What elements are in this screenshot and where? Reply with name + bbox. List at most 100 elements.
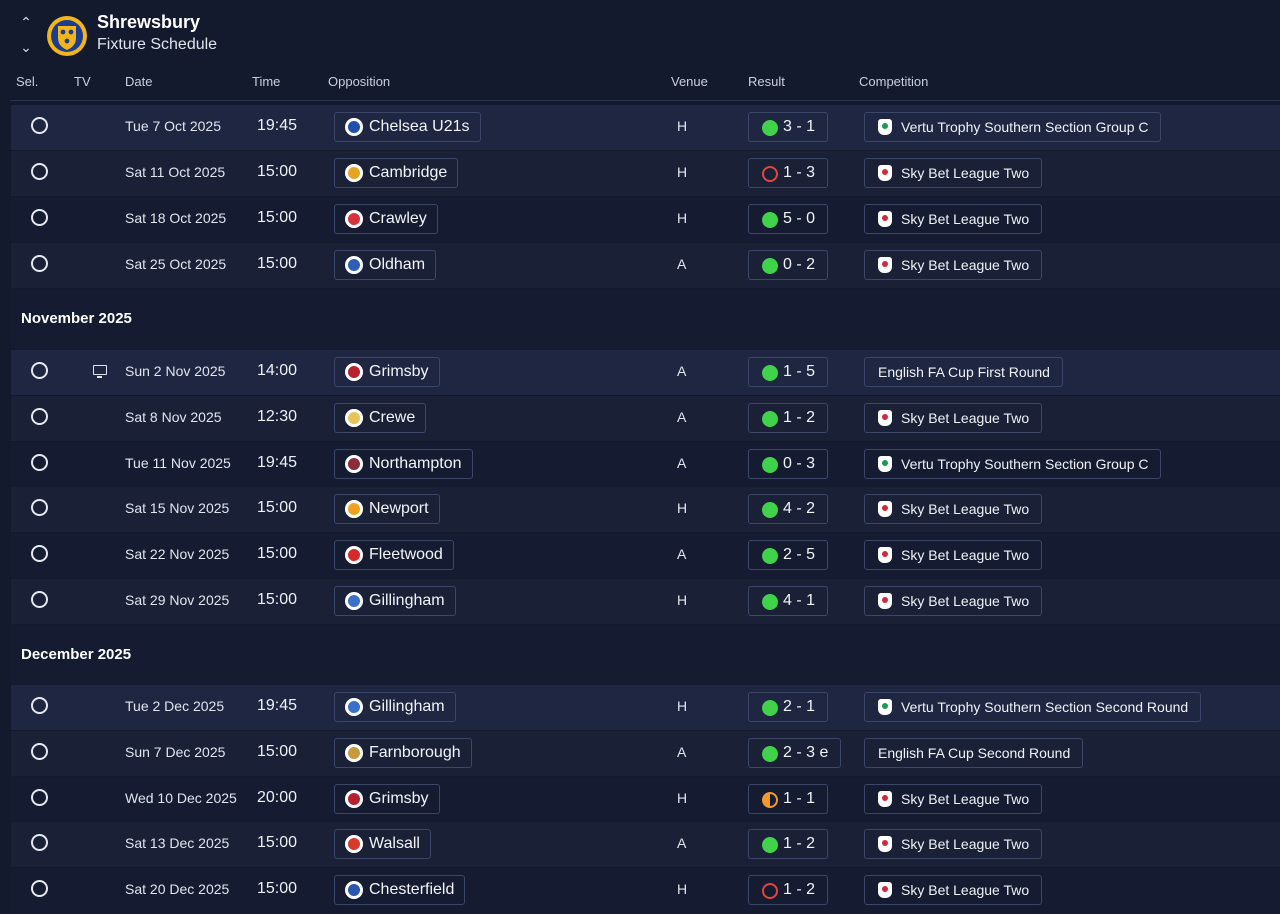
select-radio[interactable]	[31, 743, 48, 760]
competition-button[interactable]: Sky Bet League Two	[864, 586, 1043, 616]
opposition-button[interactable]: Fleetwood	[334, 540, 454, 570]
result-button[interactable]: 2 - 1	[748, 692, 829, 722]
competition-logo-icon	[878, 119, 892, 135]
opposition-button[interactable]: Chesterfield	[334, 875, 466, 905]
competition-button[interactable]: English FA Cup First Round	[864, 357, 1063, 387]
select-radio[interactable]	[31, 591, 48, 608]
table-row[interactable]: Sat 25 Oct 2025 15:00 Oldham A 0 - 2 Sky Bet …	[11, 243, 1280, 288]
select-radio[interactable]	[31, 697, 48, 714]
col-time[interactable]: Time	[252, 74, 281, 89]
opposition-button[interactable]: Gillingham	[334, 692, 456, 722]
select-radio[interactable]	[31, 209, 48, 226]
col-sel[interactable]: Sel.	[16, 74, 39, 89]
select-radio[interactable]	[31, 163, 48, 180]
result-button[interactable]: 1 - 2	[748, 875, 829, 905]
col-result[interactable]: Result	[748, 74, 785, 89]
opposition-button[interactable]: Northampton	[334, 449, 473, 479]
table-row[interactable]: Sun 2 Nov 2025 14:00 Grimsby A 1 - 5 English …	[11, 350, 1280, 395]
select-radio[interactable]	[31, 362, 48, 379]
chevron-up-icon[interactable]: ⌃	[20, 14, 32, 30]
opposition-button[interactable]: Crawley	[334, 204, 438, 234]
competition-button[interactable]: Sky Bet League Two	[864, 403, 1043, 433]
result-button[interactable]: 4 - 2	[748, 494, 829, 524]
select-radio[interactable]	[31, 454, 48, 471]
opposition-button[interactable]: Newport	[334, 494, 440, 524]
opposition-button[interactable]: Grimsby	[334, 357, 440, 387]
select-radio[interactable]	[31, 408, 48, 425]
competition-button[interactable]: Vertu Trophy Southern Section Group C	[864, 112, 1162, 142]
competition-button[interactable]: Sky Bet League Two	[864, 494, 1043, 524]
result-button[interactable]: 1 - 2	[748, 403, 829, 433]
competition-button[interactable]: English FA Cup Second Round	[864, 738, 1084, 768]
match-date: Sat 29 Nov 2025	[125, 592, 230, 608]
result-score: 1 - 2	[783, 835, 816, 852]
table-row[interactable]: Tue 2 Dec 2025 19:45 Gillingham H 2 - 1 Vertu…	[11, 685, 1280, 730]
opposition-name: Gillingham	[369, 698, 445, 715]
opposition-button[interactable]: Grimsby	[334, 784, 440, 814]
table-row[interactable]: Wed 10 Dec 2025 20:00 Grimsby H 1 - 1 Sky Bet…	[11, 777, 1280, 822]
opposition-name: Fleetwood	[369, 546, 443, 563]
select-radio[interactable]	[31, 880, 48, 897]
result-button[interactable]: 0 - 3	[748, 449, 829, 479]
result-button[interactable]: 0 - 2	[748, 250, 829, 280]
competition-button[interactable]: Sky Bet League Two	[864, 784, 1043, 814]
col-opposition[interactable]: Opposition	[328, 74, 391, 89]
result-button[interactable]: 1 - 2	[748, 829, 829, 859]
competition-button[interactable]: Vertu Trophy Southern Section Group C	[864, 449, 1162, 479]
result-button[interactable]: 5 - 0	[748, 204, 829, 234]
result-button[interactable]: 4 - 1	[748, 586, 829, 616]
select-radio[interactable]	[31, 117, 48, 134]
result-button[interactable]: 3 - 1	[748, 112, 829, 142]
match-date: Tue 2 Dec 2025	[125, 698, 225, 714]
result-button[interactable]: 1 - 3	[748, 158, 829, 188]
select-radio[interactable]	[31, 255, 48, 272]
result-score: 1 - 1	[783, 790, 816, 807]
competition-button[interactable]: Sky Bet League Two	[864, 829, 1043, 859]
opposition-button[interactable]: Chelsea U21s	[334, 112, 481, 142]
competition-name: Vertu Trophy Southern Section Group C	[901, 456, 1149, 472]
col-tv[interactable]: TV	[74, 74, 91, 89]
col-date[interactable]: Date	[125, 74, 153, 89]
result-button[interactable]: 2 - 3 e	[748, 738, 842, 768]
competition-button[interactable]: Sky Bet League Two	[864, 540, 1043, 570]
table-row[interactable]: Sat 22 Nov 2025 15:00 Fleetwood A 2 - 5 Sky B…	[11, 533, 1280, 578]
venue: H	[677, 881, 688, 897]
opposition-name: Crawley	[369, 210, 427, 227]
opposition-button[interactable]: Gillingham	[334, 586, 456, 616]
table-row[interactable]: Sat 29 Nov 2025 15:00 Gillingham H 4 - 1 Sky …	[11, 579, 1280, 624]
result-button[interactable]: 1 - 1	[748, 784, 829, 814]
competition-logo-icon	[878, 699, 892, 715]
competition-button[interactable]: Sky Bet League Two	[864, 875, 1043, 905]
result-button[interactable]: 1 - 5	[748, 357, 829, 387]
opposition-button[interactable]: Walsall	[334, 829, 431, 859]
competition-button[interactable]: Sky Bet League Two	[864, 204, 1043, 234]
col-venue[interactable]: Venue	[671, 74, 708, 89]
competition-button[interactable]: Sky Bet League Two	[864, 158, 1043, 188]
result-indicator-icon	[762, 166, 778, 182]
competition-button[interactable]: Sky Bet League Two	[864, 250, 1043, 280]
competition-button[interactable]: Vertu Trophy Southern Section Second Rou…	[864, 692, 1202, 722]
table-row[interactable]: Tue 7 Oct 2025 19:45 Chelsea U21s H 3 - 1 Ver…	[11, 105, 1280, 150]
opposition-button[interactable]: Oldham	[334, 250, 437, 280]
opposition-button[interactable]: Cambridge	[334, 158, 459, 188]
table-row[interactable]: Sat 15 Nov 2025 15:00 Newport H 4 - 2 Sky Bet…	[11, 487, 1280, 532]
table-row[interactable]: Sat 18 Oct 2025 15:00 Crawley H 5 - 0 Sky Bet…	[11, 197, 1280, 242]
table-row[interactable]: Sat 20 Dec 2025 15:00 Chesterfield H 1 - 2 Sk…	[11, 868, 1280, 913]
competition-name: Sky Bet League Two	[901, 547, 1030, 563]
select-radio[interactable]	[31, 499, 48, 516]
select-radio[interactable]	[31, 834, 48, 851]
table-row[interactable]: Sat 11 Oct 2025 15:00 Cambridge H 1 - 3 Sky B…	[11, 151, 1280, 196]
table-row[interactable]: Sun 7 Dec 2025 15:00 Farnborough A 2 - 3 e En…	[11, 731, 1280, 776]
select-radio[interactable]	[31, 545, 48, 562]
table-row[interactable]: Sat 13 Dec 2025 15:00 Walsall A 1 - 2 Sky Bet…	[11, 822, 1280, 867]
table-row[interactable]: Tue 11 Nov 2025 19:45 Northampton A 0 - 3 Ver…	[11, 442, 1280, 487]
opposition-button[interactable]: Farnborough	[334, 738, 472, 768]
col-competition[interactable]: Competition	[859, 74, 929, 89]
table-row[interactable]: Sat 8 Nov 2025 12:30 Crewe A 1 - 2 Sky Bet Le…	[11, 396, 1280, 441]
result-score: 2 - 1	[783, 698, 816, 715]
competition-name: Sky Bet League Two	[901, 165, 1030, 181]
result-button[interactable]: 2 - 5	[748, 540, 829, 570]
chevron-down-icon[interactable]: ⌄	[20, 39, 32, 55]
opposition-button[interactable]: Crewe	[334, 403, 427, 433]
select-radio[interactable]	[31, 789, 48, 806]
